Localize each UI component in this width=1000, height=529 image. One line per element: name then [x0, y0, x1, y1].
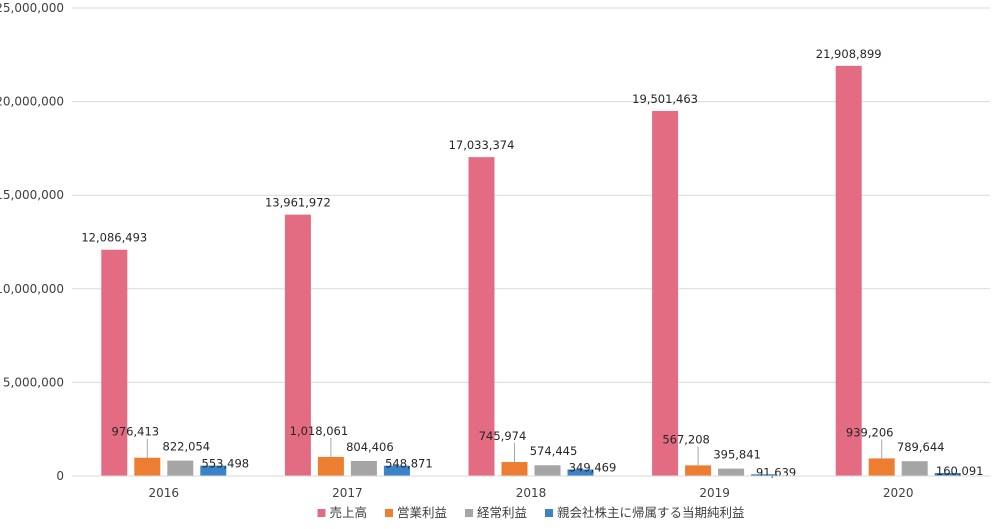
bar [351, 461, 377, 476]
legend-item: 営業利益 [385, 505, 447, 520]
data-label: 12,086,493 [81, 231, 147, 245]
y-tick-label: 0 [56, 469, 64, 483]
bar [902, 461, 928, 476]
legend-item: 経常利益 [465, 505, 527, 520]
legend-label: 親会社株主に帰属する当期純利益 [557, 505, 745, 520]
y-tick-label: 20,000,000 [0, 95, 64, 109]
bar [167, 461, 193, 476]
bar [869, 458, 895, 476]
bar [101, 250, 127, 476]
x-tick-label: 2017 [332, 486, 363, 500]
data-label: 976,413 [112, 425, 160, 439]
data-label: 548,871 [385, 457, 433, 471]
data-label: 822,054 [163, 440, 211, 454]
data-label: 21,908,899 [816, 47, 882, 61]
x-tick-label: 2018 [516, 486, 547, 500]
data-label: 745,974 [479, 429, 527, 443]
data-label: 553,498 [202, 457, 250, 471]
bar [685, 465, 711, 476]
x-tick-label: 2016 [149, 486, 180, 500]
data-label: 19,501,463 [632, 92, 698, 106]
data-label: 567,208 [662, 432, 710, 446]
bars [101, 66, 960, 476]
y-tick-label: 15,000,000 [0, 188, 64, 202]
legend-item: 親会社株主に帰属する当期純利益 [545, 505, 745, 520]
legend-swatch [545, 509, 553, 517]
data-label: 13,961,972 [265, 196, 331, 210]
data-label: 789,644 [897, 440, 945, 454]
bar [836, 66, 862, 476]
x-tick-label: 2019 [699, 486, 730, 500]
legend: 売上高 営業利益 経常利益 親会社株主に帰属する当期純利益 [317, 505, 744, 520]
data-label: 91,639 [756, 465, 796, 479]
x-tick-label: 2020 [883, 486, 914, 500]
legend-swatch [317, 509, 325, 517]
data-label: 1,018,061 [290, 424, 349, 438]
data-label: 395,841 [713, 448, 761, 462]
bar [652, 111, 678, 476]
bar [502, 462, 528, 476]
legend-label: 経常利益 [477, 505, 527, 520]
legend-swatch [385, 509, 393, 517]
bar [318, 457, 344, 476]
data-label: 939,206 [846, 425, 894, 439]
y-tick-label: 10,000,000 [0, 282, 64, 296]
legend-item: 売上高 [317, 505, 367, 520]
x-axis: 2016 2017 2018 2019 2020 [72, 476, 990, 500]
data-label: 574,445 [530, 444, 578, 458]
bar [718, 469, 744, 476]
bar [134, 458, 160, 476]
y-axis: 0 5,000,000 10,000,000 15,000,000 20,000,000… [0, 1, 64, 483]
data-label: 17,033,374 [449, 138, 515, 152]
y-tick-label: 5,000,000 [3, 375, 64, 389]
data-label: 349,469 [569, 460, 617, 474]
y-tick-label: 25,000,000 [0, 1, 64, 15]
data-label: 804,406 [346, 440, 394, 454]
bar [535, 465, 561, 476]
legend-label: 売上高 [329, 505, 367, 520]
legend-label: 営業利益 [397, 505, 447, 520]
legend-swatch [465, 509, 473, 517]
